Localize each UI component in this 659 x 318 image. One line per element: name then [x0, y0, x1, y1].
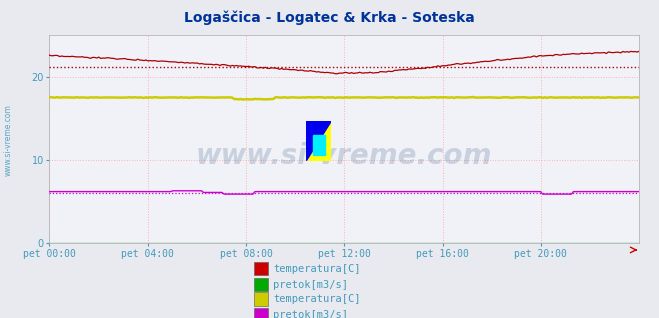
Text: temperatura[C]: temperatura[C] [273, 264, 361, 274]
Polygon shape [306, 121, 331, 161]
Text: temperatura[C]: temperatura[C] [273, 294, 361, 304]
Text: www.si-vreme.com: www.si-vreme.com [196, 142, 492, 170]
Text: pretok[m3/s]: pretok[m3/s] [273, 310, 349, 318]
Text: pretok[m3/s]: pretok[m3/s] [273, 280, 349, 290]
Text: Logaščica - Logatec & Krka - Soteska: Logaščica - Logatec & Krka - Soteska [184, 10, 475, 25]
Text: www.si-vreme.com: www.si-vreme.com [4, 104, 13, 176]
Polygon shape [312, 135, 326, 155]
Polygon shape [306, 121, 331, 161]
